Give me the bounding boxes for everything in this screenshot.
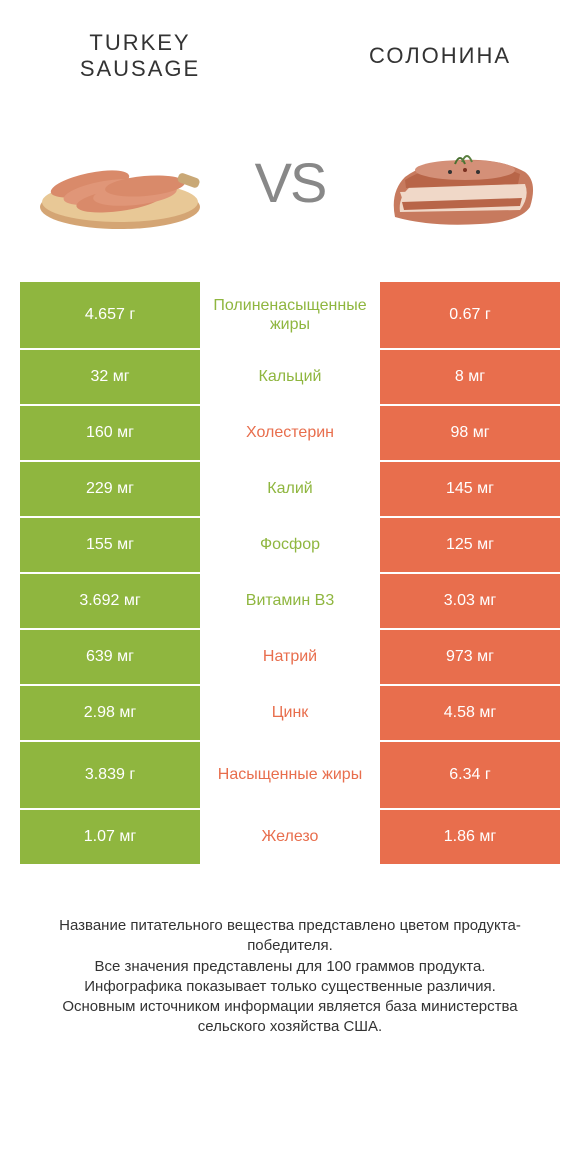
product-image-left <box>20 112 220 252</box>
cell-right-value: 8 мг <box>380 350 560 404</box>
cell-right-value: 6.34 г <box>380 742 560 808</box>
cell-right-value: 145 мг <box>380 462 560 516</box>
footer-line: Основным источником информации является … <box>30 997 550 1038</box>
images-row: VS <box>0 92 580 282</box>
table-row: 32 мгКальций8 мг <box>20 350 560 406</box>
table-row: 3.839 гНасыщенные жиры6.34 г <box>20 742 560 810</box>
comparison-table: 4.657 гПолиненасыщенные жиры0.67 г32 мгК… <box>20 282 560 866</box>
cell-right-value: 973 мг <box>380 630 560 684</box>
cell-left-value: 3.839 г <box>20 742 200 808</box>
cell-left-value: 155 мг <box>20 518 200 572</box>
footer-line: Название питательного вещества представл… <box>30 916 550 957</box>
cell-right-value: 125 мг <box>380 518 560 572</box>
sausage-icon <box>30 122 210 242</box>
cell-nutrient-label: Фосфор <box>200 518 380 572</box>
cell-nutrient-label: Холестерин <box>200 406 380 460</box>
cell-left-value: 3.692 мг <box>20 574 200 628</box>
footer-line: Все значения представлены для 100 граммо… <box>30 957 550 977</box>
cell-right-value: 0.67 г <box>380 282 560 348</box>
product-title-right: СОЛОНИНА <box>340 43 540 69</box>
cell-nutrient-label: Витамин B3 <box>200 574 380 628</box>
cell-nutrient-label: Калий <box>200 462 380 516</box>
table-row: 3.692 мгВитамин B33.03 мг <box>20 574 560 630</box>
cell-nutrient-label: Цинк <box>200 686 380 740</box>
cell-left-value: 1.07 мг <box>20 810 200 864</box>
header: TURKEY SAUSAGE СОЛОНИНА <box>0 0 580 92</box>
table-row: 1.07 мгЖелезо1.86 мг <box>20 810 560 866</box>
product-image-right <box>360 112 560 252</box>
cell-right-value: 3.03 мг <box>380 574 560 628</box>
footer-line: Инфографика показывает только существенн… <box>30 977 550 997</box>
table-row: 4.657 гПолиненасыщенные жиры0.67 г <box>20 282 560 350</box>
table-row: 639 мгНатрий973 мг <box>20 630 560 686</box>
cell-left-value: 4.657 г <box>20 282 200 348</box>
cell-left-value: 160 мг <box>20 406 200 460</box>
cell-right-value: 4.58 мг <box>380 686 560 740</box>
cell-left-value: 32 мг <box>20 350 200 404</box>
cell-nutrient-label: Насыщенные жиры <box>200 742 380 808</box>
table-row: 160 мгХолестерин98 мг <box>20 406 560 462</box>
cell-nutrient-label: Железо <box>200 810 380 864</box>
vs-label: VS <box>255 150 326 215</box>
cell-right-value: 98 мг <box>380 406 560 460</box>
cell-nutrient-label: Полиненасыщенные жиры <box>200 282 380 348</box>
table-row: 229 мгКалий145 мг <box>20 462 560 518</box>
product-title-left: TURKEY SAUSAGE <box>40 30 240 82</box>
table-row: 2.98 мгЦинк4.58 мг <box>20 686 560 742</box>
cell-nutrient-label: Кальций <box>200 350 380 404</box>
cell-nutrient-label: Натрий <box>200 630 380 684</box>
cell-right-value: 1.86 мг <box>380 810 560 864</box>
meat-icon <box>370 122 550 242</box>
cell-left-value: 639 мг <box>20 630 200 684</box>
footer-notes: Название питательного вещества представл… <box>0 866 580 1038</box>
cell-left-value: 229 мг <box>20 462 200 516</box>
table-row: 155 мгФосфор125 мг <box>20 518 560 574</box>
cell-left-value: 2.98 мг <box>20 686 200 740</box>
